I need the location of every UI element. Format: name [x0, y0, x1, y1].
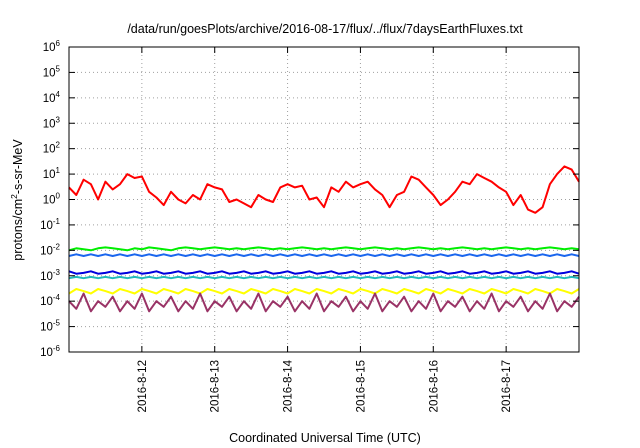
y-tick-base: 10 — [43, 195, 56, 207]
y-tick-base: 10 — [40, 347, 53, 359]
series-line-2 — [68, 246, 580, 252]
y-tick-exponent: 0 — [56, 192, 61, 201]
y-tick-exponent: -2 — [53, 242, 61, 251]
y-axis-label-superscript: 2 — [9, 194, 19, 199]
axes: 10-610-510-410-310-210-11001011021031041… — [40, 39, 579, 412]
y-tick-label: 102 — [43, 141, 61, 156]
y-tick-label: 10-2 — [40, 242, 60, 257]
y-tick-label: 103 — [43, 115, 61, 130]
y-tick-exponent: -5 — [53, 319, 61, 328]
y-tick-label: 106 — [43, 39, 61, 54]
series-line-6 — [68, 288, 580, 295]
y-axis-label-suffix: -s-sr-MeV — [11, 139, 25, 195]
y-axis-label-main: protons/cm — [11, 199, 25, 261]
y-tick-label: 10-3 — [40, 268, 60, 283]
y-tick-label: 101 — [43, 166, 61, 181]
y-tick-base: 10 — [40, 271, 53, 283]
svg-text:protons/cm2-s-sr-MeV: protons/cm2-s-sr-MeV — [9, 139, 25, 261]
y-tick-exponent: 4 — [56, 90, 61, 99]
y-tick-exponent: -6 — [53, 344, 61, 353]
y-tick-base: 10 — [43, 67, 56, 79]
y-tick-base: 10 — [43, 42, 56, 54]
x-tick-label: 2016-8-13 — [210, 360, 222, 412]
series-line-3 — [68, 253, 580, 257]
y-tick-exponent: 6 — [56, 39, 61, 48]
y-tick-exponent: -4 — [53, 293, 61, 302]
series-line-7 — [68, 292, 580, 313]
x-tick-label: 2016-8-16 — [428, 360, 440, 412]
y-tick-exponent: 2 — [56, 141, 61, 150]
x-axis-label: Coordinated Universal Time (UTC) — [229, 431, 421, 445]
y-tick-label: 105 — [43, 64, 61, 79]
series-layer — [68, 165, 580, 313]
y-tick-label: 10-1 — [40, 217, 60, 232]
series-line-1 — [68, 165, 580, 214]
y-tick-label: 104 — [43, 90, 61, 105]
series-line-5 — [68, 275, 580, 280]
y-tick-base: 10 — [43, 169, 56, 181]
x-tick-label: 2016-8-15 — [355, 360, 367, 412]
y-tick-base: 10 — [43, 144, 56, 156]
y-tick-exponent: 1 — [56, 166, 61, 175]
chart-title: /data/run/goesPlots/archive/2016-08-17/f… — [127, 22, 523, 36]
series-line-4 — [68, 270, 580, 275]
y-tick-label: 10-6 — [40, 344, 60, 359]
y-tick-exponent: -1 — [53, 217, 61, 226]
x-tick-label: 2016-8-14 — [283, 359, 295, 412]
y-tick-exponent: 5 — [56, 64, 61, 73]
y-tick-base: 10 — [40, 220, 53, 232]
y-tick-label: 10-4 — [40, 293, 60, 308]
y-tick-label: 10-5 — [40, 319, 60, 334]
y-tick-base: 10 — [40, 322, 53, 334]
gridlines — [69, 47, 579, 352]
y-tick-base: 10 — [43, 93, 56, 105]
x-tick-label: 2016-8-12 — [137, 360, 149, 412]
y-tick-exponent: 3 — [56, 115, 61, 124]
y-tick-base: 10 — [40, 245, 53, 257]
x-tick-label: 2016-8-17 — [501, 360, 513, 412]
y-tick-label: 100 — [43, 192, 61, 207]
y-tick-base: 10 — [43, 118, 56, 130]
y-tick-base: 10 — [40, 296, 53, 308]
y-tick-exponent: -3 — [53, 268, 61, 277]
y-axis-label: protons/cm2-s-sr-MeV — [9, 139, 25, 261]
